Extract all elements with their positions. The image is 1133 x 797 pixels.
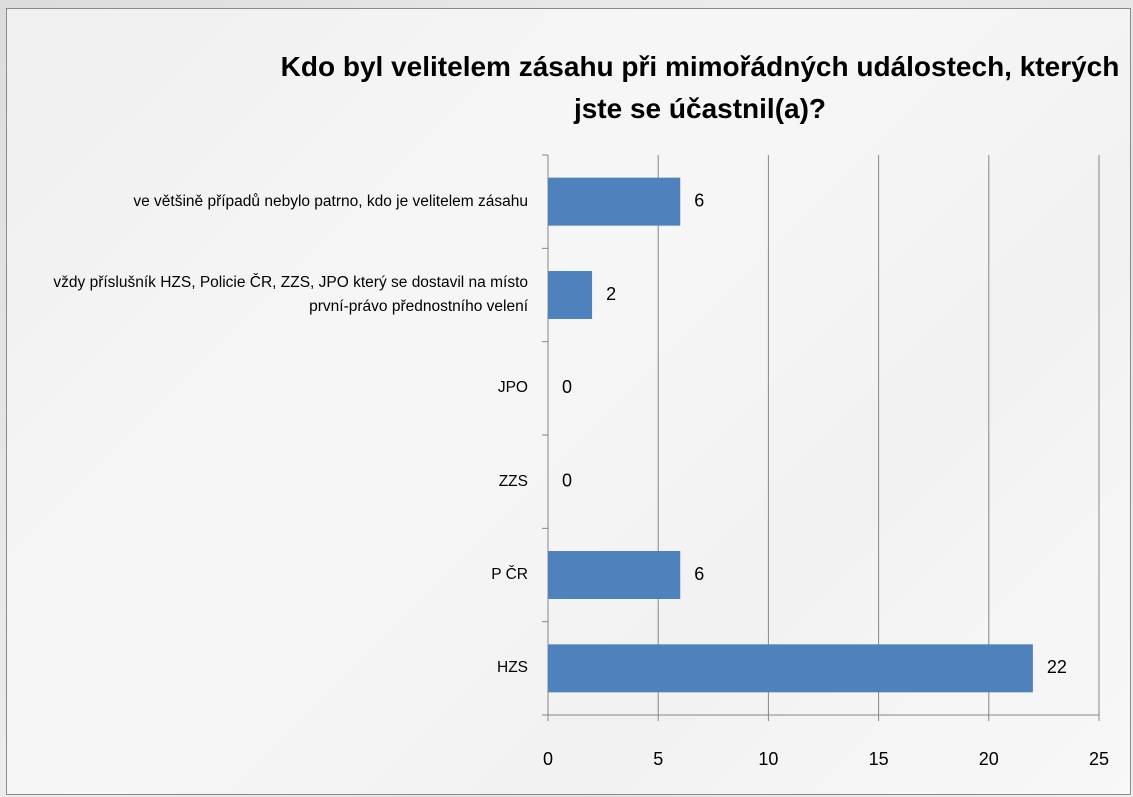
x-tick-label: 20 xyxy=(979,749,999,769)
data-label: 2 xyxy=(606,284,616,304)
bar xyxy=(548,271,593,319)
x-tick-label: 5 xyxy=(653,749,663,769)
y-tick-label: ZZS xyxy=(498,472,528,490)
bar xyxy=(548,644,1033,693)
x-tick-label: 25 xyxy=(1089,749,1109,769)
y-tick-label: HZS xyxy=(497,659,528,677)
data-label: 0 xyxy=(562,377,572,397)
y-tick-label: JPO xyxy=(497,379,528,397)
y-tick-label: ve většině případů nebylo patrno, kdo je… xyxy=(133,192,528,210)
chart-title: Kdo byl velitelem zásahu při mimořádných… xyxy=(280,51,1120,124)
data-label: 6 xyxy=(694,190,704,210)
bar xyxy=(548,551,681,599)
x-tick-label: 10 xyxy=(758,749,778,769)
y-tick-label: vždy příslušník HZS, Policie ČR, ZZS, JP… xyxy=(53,274,528,315)
y-tick-label: P ČR xyxy=(491,566,528,583)
data-label: 6 xyxy=(694,564,704,584)
data-label: 0 xyxy=(562,470,572,490)
x-tick-label: 0 xyxy=(543,749,553,769)
data-label: 22 xyxy=(1047,657,1067,677)
x-tick-label: 15 xyxy=(869,749,889,769)
bar xyxy=(548,177,681,226)
